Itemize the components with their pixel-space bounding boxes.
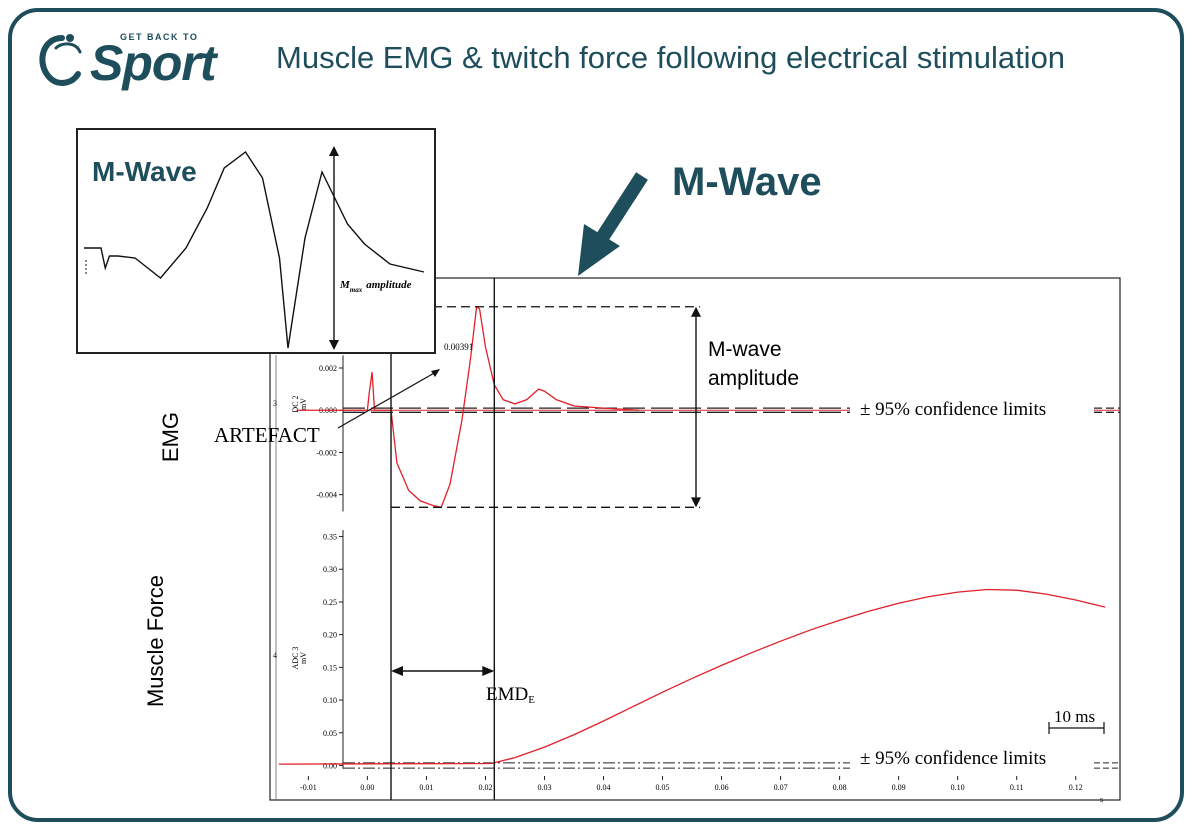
x-tick-label: 0.06 [715,783,729,792]
x-tick-label: 0.07 [774,783,788,792]
mwave-inset: M-Wave Mmax amplitude [76,128,436,354]
force-trace [278,588,1106,765]
logo: GET BACK TO Sport [32,24,232,94]
logo-wordmark: Sport [90,35,217,91]
force-tick-label: 0.10 [323,696,337,705]
x-tick-label: 0.00 [360,783,374,792]
x-tick-label: -0.01 [300,783,317,792]
emg-tick-label: 0.002 [319,364,337,373]
force-tick-label: 0.25 [323,598,337,607]
x-tick-label: 0.11 [1010,783,1024,792]
force-confidence-label: ± 95% confidence limits [860,748,1046,769]
emg-trace [296,305,639,509]
force-tick-label: 0.35 [323,533,337,542]
x-tick-label: 0.08 [833,783,847,792]
plot-frame [269,277,1121,801]
arrow-head-down-icon [691,497,701,508]
inset-arrow-head-up [329,146,339,156]
artefact-label: ARTEFACT [214,423,320,447]
traces [278,305,1106,765]
force-tick-label: 0.15 [323,663,337,672]
emg-channel-label: DC 2 [291,395,300,412]
inset-title: M-Wave [92,156,197,187]
x-tick-label: 0.09 [892,783,906,792]
emg-unit-label: mV [299,398,308,410]
emd-arrow-right-head-icon [482,666,495,676]
artefact-pointer-head-icon [431,369,440,377]
annotations [275,278,1105,800]
emg-confidence-label: ± 95% confidence limits [860,399,1046,420]
scale-bar-label: 10 ms [1054,707,1095,726]
runner-icon [39,34,82,86]
x-tick-label: 0.10 [951,783,965,792]
x-tick-label: 0.02 [478,783,492,792]
artefact-pointer-line [337,371,437,429]
emd-arrow-left-head-icon [391,666,404,676]
force-y-axis: 0.00 0.05 0.10 0.15 0.20 0.25 0.30 0.35 [323,530,344,770]
page-title: Muscle EMG & twitch force following elec… [276,40,1066,75]
x-tick-label: 0.12 [1069,783,1083,792]
emg-channel-number: 3 [273,399,277,408]
emg-tick-label: -0.002 [316,448,337,457]
inset-plot: Mmax amplitude [84,146,425,350]
force-tick-label: 0.00 [323,761,337,770]
x-axis-unit: s [1100,795,1103,804]
mwave-callout-label: M-Wave [672,160,822,204]
logo-tagline: GET BACK TO [120,32,199,42]
slide-frame [8,8,1184,822]
force-tick-label: 0.05 [323,729,337,738]
force-channel-label: ADC 3 [291,647,300,670]
arrow-head-up-icon [691,306,701,317]
inset-arrow-head-down [329,340,339,350]
x-tick-label: 0.04 [597,783,611,792]
emg-axis-label: EMG [158,411,184,463]
x-tick-label: 0.01 [419,783,433,792]
inset-amplitude-label: Mmax amplitude [339,279,412,294]
mwave-amplitude-label-line2: amplitude [708,367,799,390]
confidence-lines [343,407,1120,769]
x-tick-label: 0.05 [656,783,670,792]
force-axis-label: Muscle Force [143,574,169,708]
x-axis: -0.01 0.00 0.01 0.02 0.03 0.04 0.05 0.06 0.07 0.0… [300,776,1083,792]
mwave-amplitude-label-line1: M-wave [708,338,782,361]
inset-mwave-trace [84,150,425,349]
force-channel-number: 4 [273,651,277,660]
force-tick-label: 0.30 [323,565,337,574]
x-tick-label: 0.03 [537,783,551,792]
emg-tick-label: -0.004 [316,491,337,500]
arrow-down-left-icon [578,172,648,276]
emd-label: EMDE [486,684,535,706]
peak-value-label: 0.00391 [444,342,473,352]
force-tick-label: 0.20 [323,631,337,640]
force-unit-label: mV [299,652,308,664]
